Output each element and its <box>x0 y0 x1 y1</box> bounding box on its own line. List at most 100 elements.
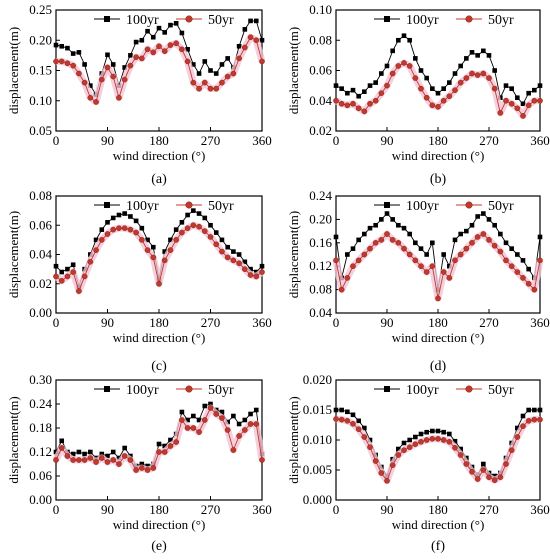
data-point <box>441 429 446 435</box>
data-point <box>259 457 265 463</box>
data-point <box>345 252 350 257</box>
data-point <box>475 53 480 58</box>
data-point <box>150 244 156 250</box>
x-tick-label: 270 <box>479 502 499 517</box>
legend-label: 50yr <box>208 383 234 398</box>
data-point <box>418 246 424 251</box>
data-point <box>219 248 225 255</box>
data-point <box>167 443 174 449</box>
data-point <box>122 445 127 451</box>
y-tick-label: 0.06 <box>29 217 52 232</box>
data-point <box>98 455 105 461</box>
y-tick-label: 0.15 <box>29 63 52 78</box>
data-point <box>333 97 339 104</box>
x-tick-label: 90 <box>101 502 114 517</box>
data-point <box>53 42 59 48</box>
data-point <box>253 37 260 44</box>
data-point <box>418 68 424 73</box>
data-point <box>110 73 117 80</box>
data-point <box>184 425 191 431</box>
data-point <box>224 254 231 261</box>
data-point <box>213 230 219 235</box>
legend-marker <box>104 386 110 392</box>
data-point <box>481 211 486 216</box>
data-point <box>105 220 110 225</box>
data-point <box>59 438 65 444</box>
data-point <box>378 90 385 96</box>
data-point <box>446 93 453 100</box>
y-tick-label: 0.08 <box>309 32 332 47</box>
data-point <box>423 94 430 101</box>
data-point <box>492 473 497 479</box>
data-point <box>202 403 208 409</box>
data-point <box>173 439 179 445</box>
data-point <box>168 22 173 28</box>
data-point <box>225 244 230 250</box>
data-point <box>167 42 174 48</box>
data-point <box>406 63 413 69</box>
data-point <box>333 416 339 422</box>
data-point <box>122 211 127 216</box>
data-point <box>173 21 179 26</box>
legend-label: 100yr <box>406 199 439 214</box>
data-point <box>447 80 452 85</box>
data-point <box>481 461 486 467</box>
data-point <box>150 254 157 261</box>
legend-item-100yr: 100yr <box>94 199 159 214</box>
y-tick-label: 0.12 <box>29 444 52 459</box>
data-point <box>429 435 436 442</box>
data-point <box>207 234 214 240</box>
data-point <box>53 263 59 269</box>
data-point <box>486 474 492 481</box>
data-point <box>361 434 368 440</box>
data-point <box>401 60 407 66</box>
data-point <box>185 47 190 52</box>
legend-label: 50yr <box>208 199 234 214</box>
data-point <box>253 273 260 280</box>
legend-label: 50yr <box>208 13 234 28</box>
data-point <box>191 62 196 67</box>
data-point <box>390 217 395 222</box>
data-point <box>179 417 185 423</box>
data-point <box>161 48 168 54</box>
data-point <box>207 85 214 92</box>
data-point <box>435 104 441 110</box>
data-point <box>70 62 76 69</box>
data-point <box>407 231 412 237</box>
data-point <box>213 241 220 248</box>
legend-marker <box>185 201 193 209</box>
data-point <box>70 451 76 457</box>
data-point <box>520 413 526 419</box>
data-point <box>173 227 179 232</box>
series-50yr <box>52 404 266 474</box>
data-point <box>236 260 242 267</box>
data-point <box>435 428 441 434</box>
data-point <box>537 416 543 423</box>
data-point <box>105 453 110 459</box>
y-axis-label: displacement(m) <box>286 27 301 114</box>
data-point <box>526 90 531 96</box>
data-point <box>150 34 156 40</box>
data-point <box>70 457 76 463</box>
data-point <box>520 275 526 281</box>
legend-marker <box>465 15 473 23</box>
data-point <box>452 87 458 93</box>
legend-marker <box>465 201 473 209</box>
y-tick-label: 0.04 <box>29 247 52 262</box>
data-point <box>503 97 509 104</box>
data-point <box>372 239 379 246</box>
data-point <box>99 227 105 232</box>
data-point <box>87 455 94 461</box>
data-point <box>58 445 65 451</box>
data-point <box>156 441 162 447</box>
y-tick-label: 0.06 <box>29 468 52 483</box>
data-point <box>81 457 88 463</box>
y-tick-label: 0.005 <box>303 462 332 477</box>
data-point <box>230 257 237 264</box>
data-point <box>145 237 150 243</box>
legend-item-50yr: 50yr <box>176 383 234 398</box>
data-point <box>469 222 475 228</box>
data-point <box>76 457 82 463</box>
data-point <box>259 37 265 43</box>
